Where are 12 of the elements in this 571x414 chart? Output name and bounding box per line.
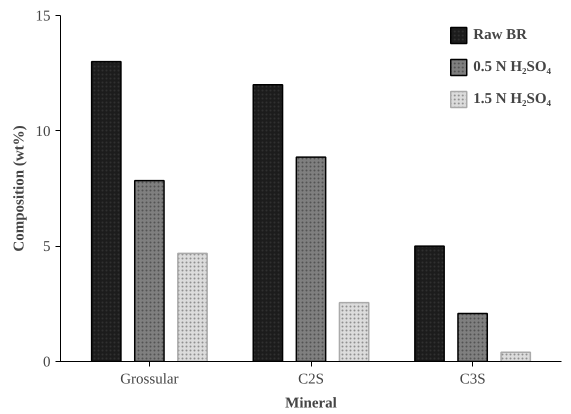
y-tick-label: 10: [36, 124, 50, 140]
legend-label: 0.5 N H₂SO₄: [473, 58, 551, 76]
legend-label: 1.5 N H₂SO₄: [473, 90, 551, 108]
x-axis-title: Mineral: [285, 396, 337, 412]
y-tick-label: 5: [43, 239, 50, 256]
x-tick-label: C3S: [460, 372, 486, 388]
x-tick-label: C2S: [298, 372, 324, 388]
y-tick-label: 0: [43, 354, 50, 370]
legend-label: Raw BR: [473, 26, 527, 44]
y-tick-label: 15: [36, 8, 50, 24]
y-axis-title: Composition (wt%): [12, 125, 28, 252]
x-tick-label: Grossular: [120, 372, 179, 388]
